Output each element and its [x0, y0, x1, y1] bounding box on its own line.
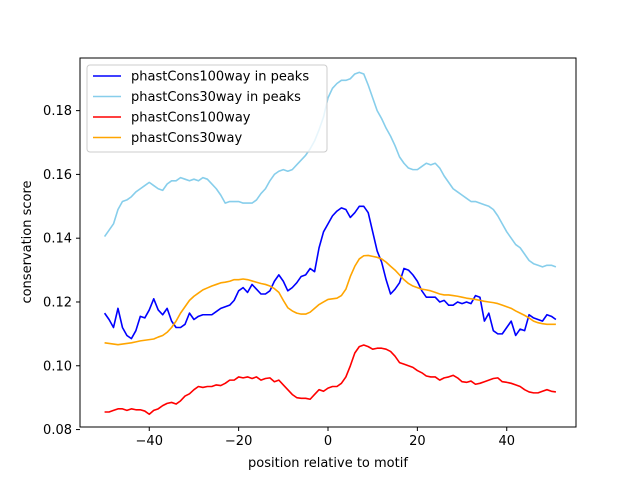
series-lines [103, 71, 557, 416]
series-line-3 [104, 344, 557, 416]
legend-box [86, 64, 328, 153]
x-tick-label: −40 [136, 434, 163, 449]
y-tick-label: 0.14 [43, 232, 72, 247]
y-tick-label: 0.10 [43, 359, 72, 374]
y-axis-label: conservation score [20, 180, 35, 303]
legend-label: phastCons100way [131, 111, 251, 126]
series-line-2 [103, 71, 557, 268]
legend-label: phastCons30way [131, 131, 243, 146]
x-axis-ticks: −40 −20 0 20 40 [136, 427, 515, 449]
y-tick-label: 0.08 [43, 423, 72, 438]
x-axis-label: position relative to motif [248, 456, 408, 471]
legend-label: phastCons100way in peaks [131, 70, 309, 85]
x-tick-label: 40 [498, 434, 515, 449]
x-tick-label: −20 [225, 434, 252, 449]
y-tick-label: 0.12 [43, 295, 72, 310]
x-tick-label: 0 [324, 434, 332, 449]
y-tick-label: 0.16 [43, 168, 72, 183]
x-tick-label: 20 [409, 434, 426, 449]
y-tick-label: 0.18 [43, 104, 72, 119]
y-axis-ticks: 0.08 0.10 0.12 0.14 0.16 0.18 [43, 104, 80, 438]
series-line-4 [104, 254, 556, 346]
legend: phastCons100way in peaks phastCons30way i… [86, 64, 328, 153]
legend-label: phastCons30way in peaks [131, 90, 301, 105]
